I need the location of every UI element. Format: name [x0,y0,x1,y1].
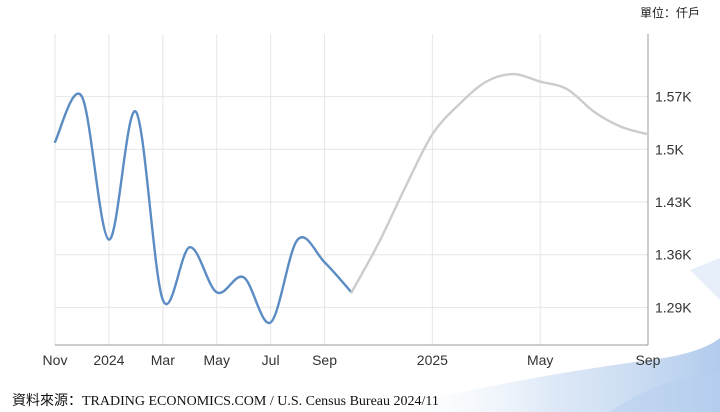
x-axis-ticks: Nov 2024 Mar May Jul Sep 2025 May Sep [43,352,661,368]
series-line-forecast [350,72,650,294]
x-tick-label: 2025 [417,352,448,368]
x-tick-label: May [527,352,553,368]
watermark-decoration [380,258,720,412]
y-tick-label: 1.43K [655,194,692,210]
unit-label: 單位：仟戶 [639,6,700,20]
series-lines [53,72,650,324]
x-tick-label: Jul [262,352,280,368]
source-credit: 資料來源：TRADING ECONOMICS.COM / U.S. Census… [12,394,439,409]
x-tick-label: May [204,352,230,368]
x-tick-label: Sep [636,352,661,368]
y-axis-ticks: 1.57K 1.5K 1.43K 1.36K 1.29K [655,89,692,316]
grid [54,34,649,346]
x-tick-label: Mar [151,352,175,368]
y-tick-label: 1.36K [655,247,692,263]
y-tick-label: 1.5K [655,141,684,157]
x-tick-label: 2024 [93,352,124,368]
x-tick-label: Nov [43,352,68,368]
y-tick-label: 1.57K [655,89,692,105]
series-line-actual [53,92,353,324]
y-tick-label: 1.29K [655,299,692,315]
x-tick-label: Sep [312,352,337,368]
